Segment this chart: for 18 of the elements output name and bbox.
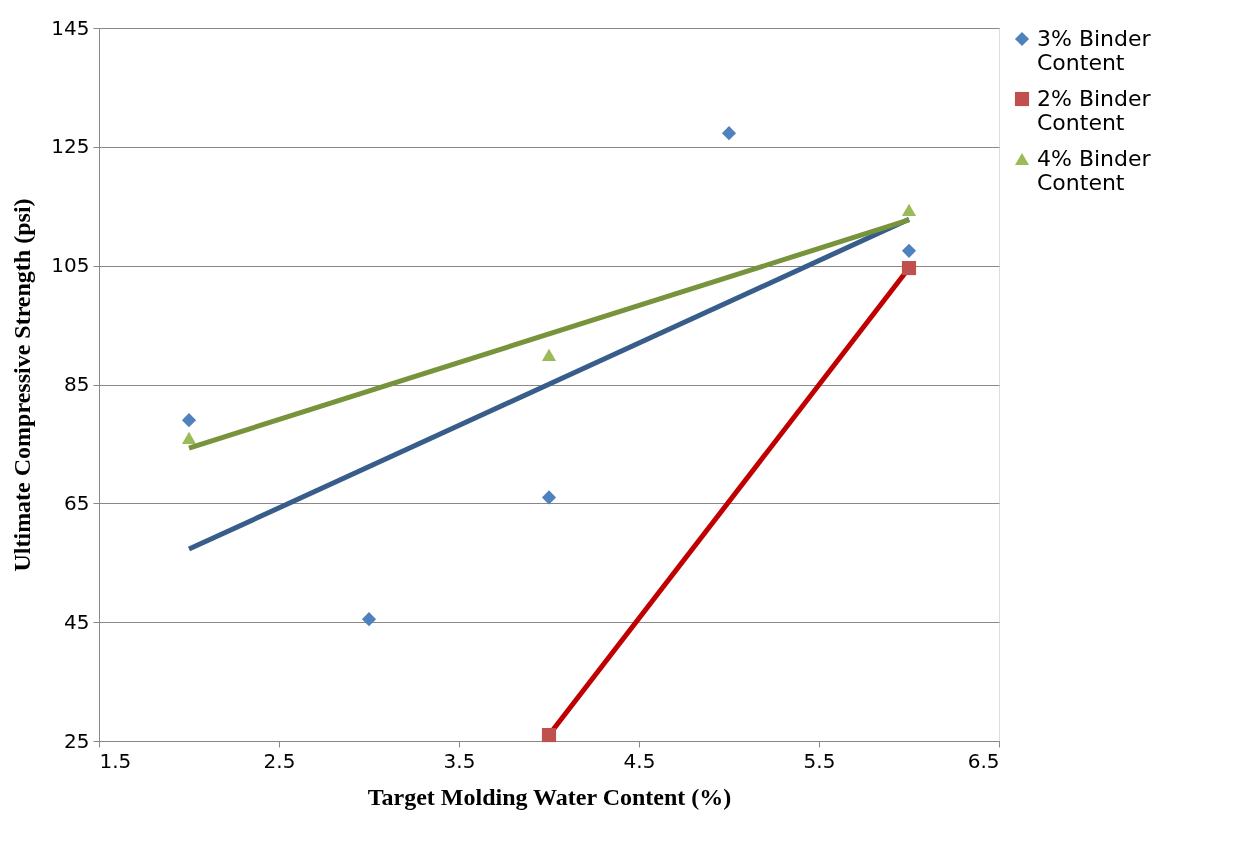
x-tick-label: 5.5: [803, 748, 836, 773]
x-tick-label: 3.5: [443, 748, 476, 773]
x-tick-label: 4.5: [623, 748, 656, 773]
x-axis-title: Target Molding Water Content (%): [367, 783, 732, 810]
y-tick-label: 85: [64, 372, 90, 396]
y-axis-title: Ultimate Compressive Strength (psi): [9, 198, 36, 572]
legend-label: 3% Binder Content: [1037, 26, 1152, 75]
y-tick-label: 45: [64, 609, 90, 634]
y-tick-label: 125: [51, 134, 90, 159]
legend-label: 4% Binder Content: [1037, 146, 1152, 195]
x-tick-label: 1.5: [99, 748, 132, 773]
y-tick-label: 25: [64, 728, 90, 753]
x-tick-label: 6.5: [967, 748, 1000, 773]
x-tick-label: 2.5: [263, 748, 296, 773]
y-tick-label: 145: [51, 15, 90, 40]
y-tick-label: 105: [51, 253, 90, 278]
legend-label: 2% Binder Content: [1037, 86, 1152, 135]
y-tick-label: 65: [64, 490, 90, 515]
